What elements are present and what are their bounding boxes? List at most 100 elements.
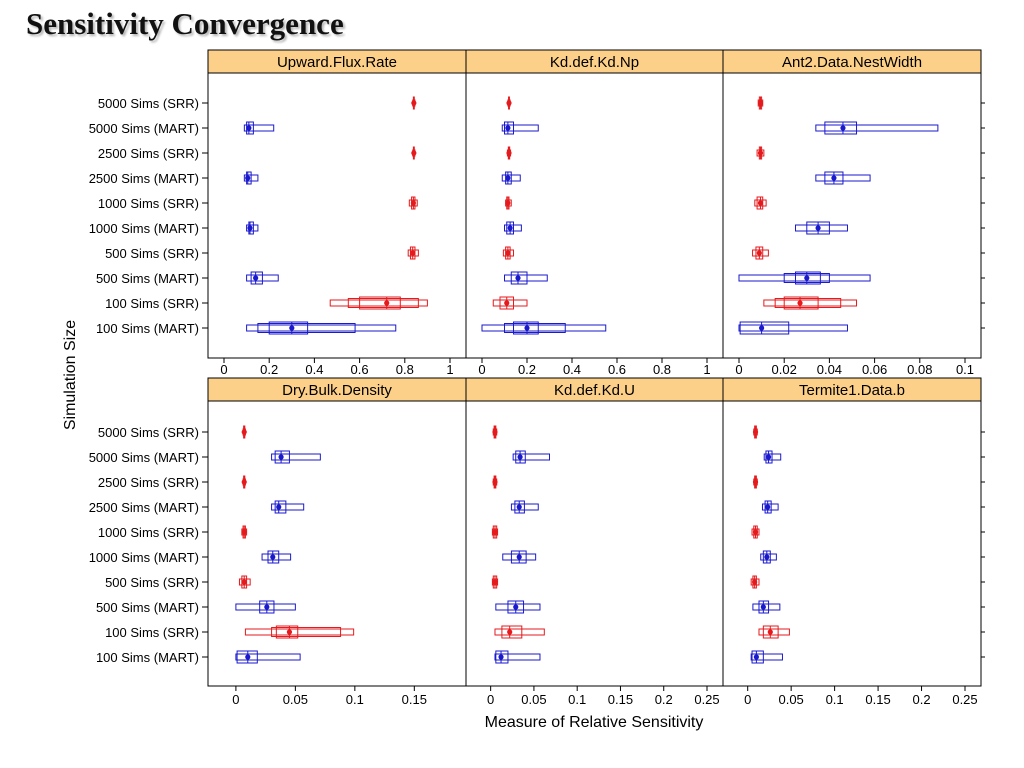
median-dot	[513, 604, 519, 610]
whisker-band	[795, 224, 848, 232]
median-dot	[505, 125, 511, 131]
whisker-band	[494, 653, 541, 661]
y-tick-label: 1000 Sims (MART)	[89, 221, 199, 236]
outer-box	[504, 323, 566, 333]
y-tick-label: 2500 Sims (SRR)	[98, 475, 199, 490]
y-tick-label: 100 Sims (SRR)	[105, 296, 199, 311]
x-axis-title: Measure of Relative Sensitivity	[485, 714, 704, 731]
box-5000-sims-mart	[763, 450, 782, 464]
y-tick-label: 1000 Sims (SRR)	[98, 196, 199, 211]
x-tick-label: 0	[232, 692, 239, 707]
median-dot	[756, 250, 762, 256]
median-dot	[384, 300, 390, 306]
box-100-sims-srr	[494, 625, 545, 639]
box-1000-sims-srr	[491, 525, 499, 539]
median-dot	[831, 175, 837, 181]
box-1000-sims-mart	[504, 221, 522, 235]
whisker-band	[243, 124, 275, 132]
panel-dry-bulk-density: Dry.Bulk.Density 0 0.05 0.1 0.15 5000 Sims (S…	[89, 377, 467, 707]
y-tick-label: 2500 Sims (MART)	[89, 171, 199, 186]
box-100-sims-mart	[246, 321, 397, 335]
whisker-band	[481, 324, 607, 332]
median-dot	[752, 429, 759, 435]
median-dot	[241, 579, 247, 585]
whisker-band	[495, 603, 541, 611]
box-5000-sims-mart	[243, 121, 275, 135]
box-2500-sims-srr	[506, 146, 512, 160]
whisker-band	[758, 628, 790, 636]
median-dot	[507, 225, 513, 231]
y-tick-label: 5000 Sims (MART)	[89, 450, 199, 465]
panel-strip-label: Upward.Flux.Rate	[277, 54, 397, 71]
y-tick-label: 5000 Sims (SRR)	[98, 96, 199, 111]
median-dot	[752, 529, 759, 535]
x-tick-label: 0.2	[260, 362, 278, 377]
box-5000-sims-srr	[757, 96, 764, 110]
median-dot	[276, 504, 282, 510]
median-dot	[253, 275, 259, 281]
box-100-sims-mart	[494, 650, 541, 664]
median-dot	[286, 629, 293, 635]
whisker-band	[815, 124, 939, 132]
median-dot	[498, 654, 504, 660]
x-tick-label: 0.4	[563, 362, 581, 377]
box-500-sims-srr	[502, 246, 514, 260]
y-axis-title: Simulation Size	[62, 320, 79, 430]
inner-box	[501, 625, 523, 639]
median-dot	[764, 554, 770, 560]
box-2500-sims-mart	[501, 171, 521, 185]
panel-strip-label: Dry.Bulk.Density	[282, 382, 392, 399]
box-2500-sims-mart	[510, 500, 539, 514]
y-tick-label: 100 Sims (MART)	[96, 650, 199, 665]
box-1000-sims-srr	[241, 525, 248, 539]
median-dot	[492, 479, 498, 485]
panel-strip-label: Kd.def.Kd.U	[554, 382, 635, 399]
box-2500-sims-mart	[243, 171, 259, 185]
inner-box	[268, 321, 309, 335]
y-tick-label: 1000 Sims (MART)	[89, 550, 199, 565]
inner-box	[783, 296, 819, 310]
median-dot	[278, 454, 284, 460]
panels-layer: Upward.Flux.Rate 0 0.2 0.4 0.6 0.8 1 5000 Sims …	[89, 49, 985, 707]
box-100-sims-mart	[738, 321, 848, 335]
x-tick-label: 0	[735, 362, 742, 377]
y-tick-label: 500 Sims (SRR)	[105, 575, 199, 590]
whisker-band	[752, 603, 781, 611]
whisker-band	[512, 453, 551, 461]
whisker-band	[238, 578, 251, 586]
whisker-band	[761, 503, 779, 511]
box-1000-sims-srr	[505, 196, 512, 210]
inner-box	[513, 321, 539, 335]
x-tick-label: 0	[744, 692, 751, 707]
x-tick-label: 0.06	[862, 362, 887, 377]
whisker-band	[271, 503, 305, 511]
x-tick-label: 0.8	[396, 362, 414, 377]
y-tick-label: 100 Sims (MART)	[96, 321, 199, 336]
whisker-band	[235, 603, 296, 611]
median-dot	[765, 504, 771, 510]
x-tick-label: 0.25	[952, 692, 977, 707]
x-tick-label: 0.2	[655, 692, 673, 707]
median-dot	[245, 654, 251, 660]
whisker-band	[760, 553, 777, 561]
y-tick-label: 2500 Sims (SRR)	[98, 146, 199, 161]
panel-frame	[465, 72, 724, 359]
median-dot	[241, 529, 247, 535]
box-500-sims-srr	[238, 575, 251, 589]
box-100-sims-mart	[235, 650, 301, 664]
x-tick-label: 0.6	[608, 362, 626, 377]
whisker-band	[407, 249, 419, 257]
inner-box	[250, 271, 263, 285]
y-tick-label: 5000 Sims (SRR)	[98, 425, 199, 440]
median-dot	[289, 325, 295, 331]
median-dot	[815, 225, 821, 231]
median-dot	[760, 604, 766, 610]
median-dot	[506, 150, 512, 156]
box-1000-sims-mart	[795, 221, 848, 235]
median-dot	[752, 579, 758, 585]
box-500-sims-mart	[504, 271, 548, 285]
box-1000-sims-mart	[502, 550, 537, 564]
box-5000-sims-srr	[411, 96, 417, 110]
median-dot	[411, 150, 417, 156]
whisker-band	[244, 628, 355, 636]
